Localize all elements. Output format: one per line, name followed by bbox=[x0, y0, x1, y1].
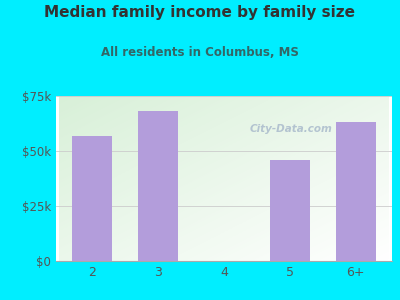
Bar bbox=[138, 111, 178, 261]
Bar bbox=[72, 136, 112, 261]
Text: Median family income by family size: Median family income by family size bbox=[44, 4, 356, 20]
Bar bbox=[270, 160, 310, 261]
Text: All residents in Columbus, MS: All residents in Columbus, MS bbox=[101, 46, 299, 59]
Bar bbox=[336, 122, 376, 261]
Text: City-Data.com: City-Data.com bbox=[250, 124, 332, 134]
